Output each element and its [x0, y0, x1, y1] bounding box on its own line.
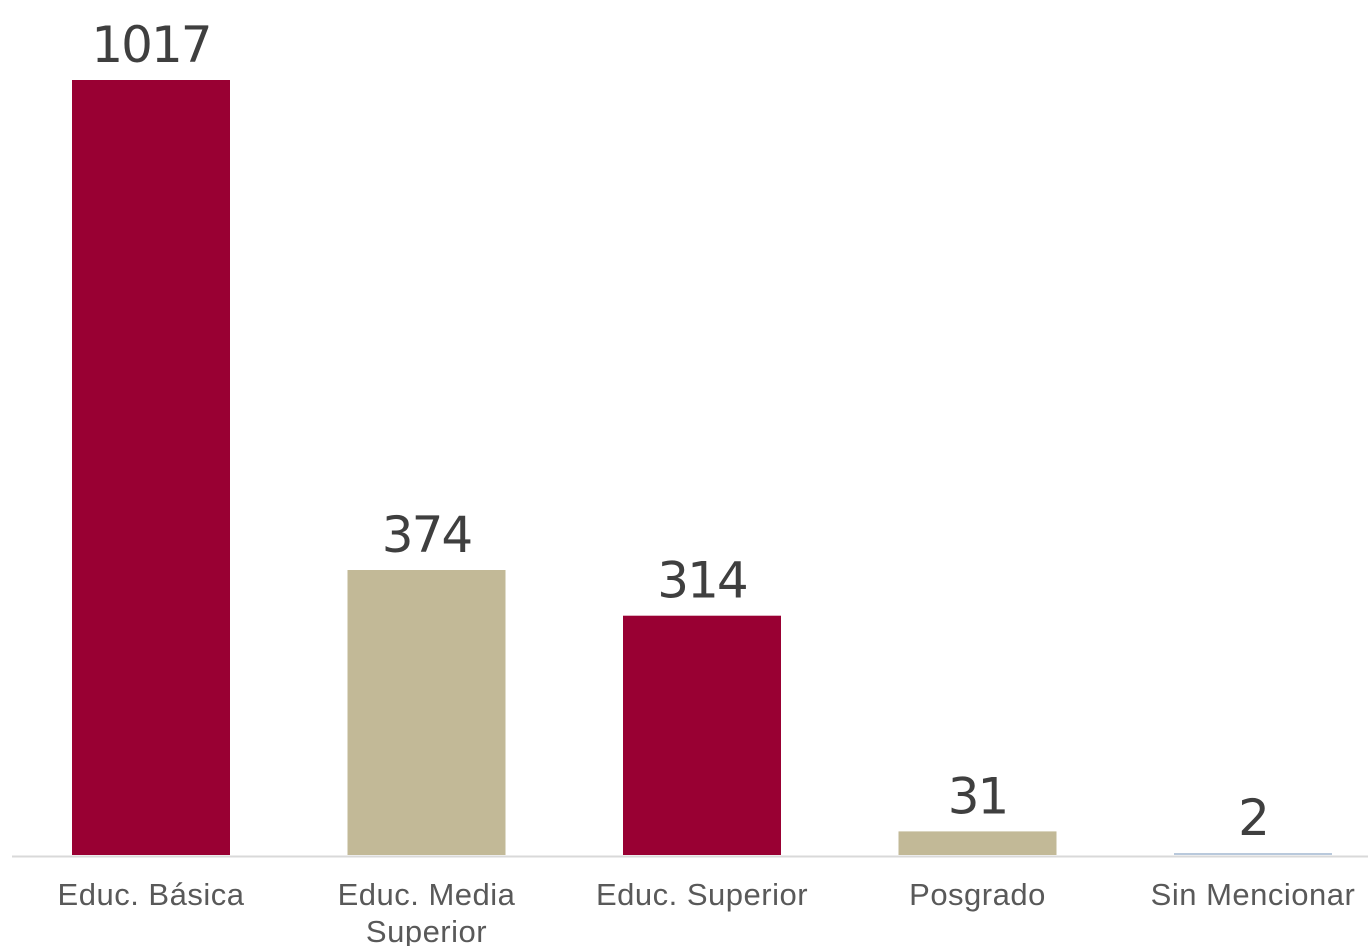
data-label-2: 314 — [657, 552, 746, 610]
category-label-1: Educ. Media Superior — [338, 877, 516, 946]
bar-3 — [898, 831, 1057, 855]
data-label-3: 31 — [948, 767, 1008, 825]
bar-4 — [1174, 853, 1332, 855]
data-label-1: 374 — [382, 506, 471, 564]
category-label-2: Educ. Superior — [596, 877, 808, 912]
bars-group — [72, 80, 1332, 855]
category-label-3: Posgrado — [909, 877, 1046, 912]
category-label-0: Educ. Básica — [58, 877, 245, 912]
bar-0 — [72, 80, 230, 855]
bar-1 — [347, 570, 506, 855]
category-label-4: Sin Mencionar — [1151, 877, 1356, 912]
category-labels-group: Educ. Básica Educ. Media Superior Educ. Sup… — [58, 877, 1356, 946]
data-label-4: 2 — [1238, 789, 1268, 847]
value-labels-group: 1017 374 314 31 2 — [91, 16, 1270, 847]
data-label-0: 1017 — [91, 16, 210, 74]
bar-2 — [623, 615, 781, 855]
